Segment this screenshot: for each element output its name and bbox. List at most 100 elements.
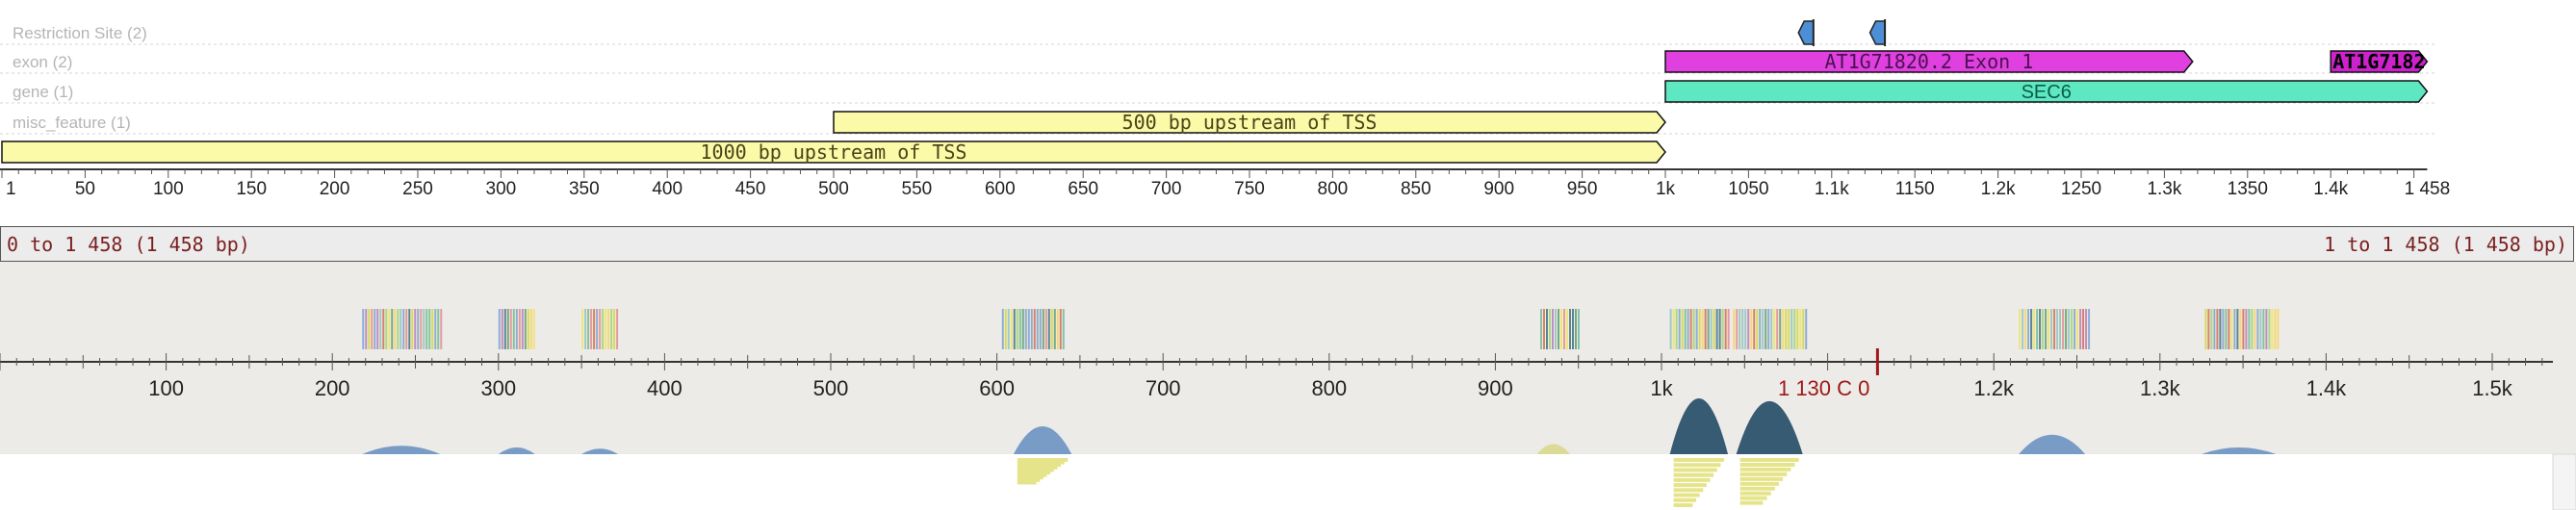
variant-stripe bbox=[602, 309, 605, 349]
feature-exon1[interactable]: AT1G71820.2 Exon 1 bbox=[1664, 50, 2194, 73]
variant-stripe bbox=[2056, 309, 2059, 349]
ruler-label: 150 bbox=[236, 179, 267, 199]
vertical-scrollbar[interactable] bbox=[2552, 453, 2576, 510]
variant-stripe bbox=[402, 309, 405, 349]
variant-stripe bbox=[2071, 309, 2074, 349]
ruler-label: 1.2k bbox=[1981, 179, 2016, 199]
track-label: gene (1) bbox=[13, 83, 73, 101]
variant-stripe bbox=[501, 309, 503, 349]
variant-stripe bbox=[2079, 309, 2082, 349]
feature-gene[interactable]: SEC6 bbox=[1664, 80, 2429, 103]
variant-stripe bbox=[1695, 309, 1698, 349]
variant-stripe bbox=[2039, 309, 2042, 349]
variant-stripe bbox=[1669, 309, 1672, 349]
variant-stripe bbox=[1759, 309, 1762, 349]
variant-stripe bbox=[599, 309, 602, 349]
ruler-label: 600 bbox=[985, 179, 1016, 199]
ruler-label: 350 bbox=[569, 179, 600, 199]
variant-stripe bbox=[2228, 309, 2230, 349]
variant-stripe bbox=[1024, 309, 1027, 349]
variant-stripe bbox=[1773, 309, 1776, 349]
read-line bbox=[1739, 500, 1764, 505]
variant-stripe bbox=[512, 309, 515, 349]
feature-label: AT1G7182 bbox=[2332, 50, 2425, 73]
ruler-label: 400 bbox=[652, 179, 683, 199]
feature-rs1[interactable] bbox=[1797, 19, 1815, 46]
restriction-site-marker[interactable] bbox=[1868, 20, 1886, 45]
feature-exon2[interactable]: AT1G7182 bbox=[2330, 50, 2429, 73]
variant-stripe bbox=[388, 309, 391, 349]
read-line bbox=[1673, 463, 1721, 468]
variant-stripe bbox=[368, 309, 371, 349]
variant-stripe bbox=[2268, 309, 2271, 349]
feature-arrow[interactable] bbox=[2330, 50, 2429, 73]
variant-stripe bbox=[1678, 309, 1681, 349]
track-label: Restriction Site (2) bbox=[13, 24, 147, 42]
overview-background bbox=[0, 262, 2576, 454]
variant-stripe bbox=[2065, 309, 2068, 349]
variant-stripe bbox=[1013, 309, 1016, 349]
variant-stripe bbox=[1698, 309, 1701, 349]
variant-stripe bbox=[1007, 309, 1010, 349]
annotation-view[interactable]: Restriction Site (2) exon (2) gene (1) misc… bbox=[0, 0, 2576, 221]
variant-stripe bbox=[379, 309, 382, 349]
variant-stripe bbox=[1793, 309, 1796, 349]
variant-stripe bbox=[2076, 309, 2079, 349]
feature-rs2[interactable] bbox=[1868, 19, 1887, 46]
variant-stripe bbox=[2085, 309, 2088, 349]
variant-stripe bbox=[584, 309, 587, 349]
features-layer[interactable]: AT1G71820.2 Exon 1 AT1G7182 SEC6 500 bp ups… bbox=[1, 19, 2429, 164]
ruler-label: 1.4k bbox=[2313, 179, 2348, 199]
coverage-peak bbox=[2019, 434, 2086, 454]
feature-misc1000[interactable]: 1000 bp upstream of TSS bbox=[1, 140, 1666, 164]
read-line bbox=[1017, 463, 1062, 468]
variant-stripe bbox=[437, 309, 440, 349]
restriction-site-marker[interactable] bbox=[1797, 20, 1815, 45]
variant-stripe bbox=[1575, 309, 1578, 349]
variant-stripe bbox=[1042, 309, 1044, 349]
variant-stripe bbox=[1747, 309, 1750, 349]
feature-arrow[interactable] bbox=[1664, 80, 2429, 103]
variant-stripe bbox=[1549, 309, 1552, 349]
read-line bbox=[1017, 477, 1041, 482]
variant-stripe bbox=[1021, 309, 1024, 349]
variant-stripe bbox=[2030, 309, 2033, 349]
ruler-label: 750 bbox=[1234, 179, 1265, 199]
variant-stripe bbox=[374, 309, 376, 349]
variant-stripe bbox=[1047, 309, 1050, 349]
position-cursor[interactable]: 1 130 C 0 bbox=[1778, 348, 1879, 400]
feature-misc500[interactable]: 500 bp upstream of TSS bbox=[833, 111, 1666, 134]
variant-stripe bbox=[2019, 309, 2022, 349]
ruler-label: 550 bbox=[902, 179, 933, 199]
variant-block bbox=[1733, 309, 1808, 349]
variant-stripe bbox=[1724, 309, 1727, 349]
variant-stripe bbox=[1710, 309, 1713, 349]
variant-stripe bbox=[1010, 309, 1013, 349]
variant-stripe bbox=[382, 309, 385, 349]
variant-stripe bbox=[2068, 309, 2071, 349]
coverage-shape bbox=[2019, 434, 2086, 454]
read-line bbox=[1017, 468, 1054, 472]
variant-stripe bbox=[1056, 309, 1059, 349]
variant-stripe bbox=[1753, 309, 1756, 349]
overview-tick-label: 900 bbox=[1478, 376, 1513, 400]
variant-stripe bbox=[425, 309, 428, 349]
variant-stripe bbox=[1750, 309, 1753, 349]
variant-stripe bbox=[2024, 309, 2027, 349]
overview-track[interactable]: 100 200 300 400 500 600 700 800 900 1k 1.2k 1.3k 1.4… bbox=[0, 262, 2576, 510]
variant-stripe bbox=[1776, 309, 1779, 349]
variant-stripe bbox=[1059, 309, 1062, 349]
feature-arrow[interactable] bbox=[1, 140, 1666, 164]
variant-blocks bbox=[362, 309, 2280, 349]
read-line bbox=[1673, 493, 1700, 497]
variant-stripe bbox=[2059, 309, 2062, 349]
variant-stripe bbox=[529, 309, 532, 349]
variant-stripe bbox=[587, 309, 590, 349]
feature-arrow[interactable] bbox=[1664, 50, 2194, 73]
variant-stripe bbox=[1044, 309, 1047, 349]
feature-arrow[interactable] bbox=[833, 111, 1666, 134]
track-label: exon (2) bbox=[13, 53, 72, 71]
variant-stripe bbox=[1779, 309, 1782, 349]
coverage-shape bbox=[362, 446, 441, 454]
variant-stripe bbox=[596, 309, 599, 349]
